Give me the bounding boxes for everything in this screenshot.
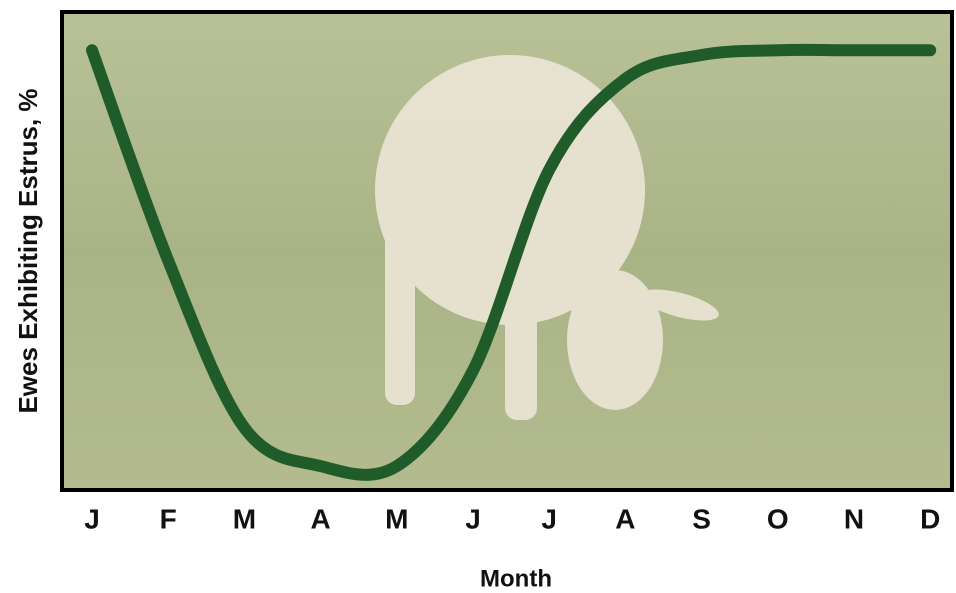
x-tick-label: J bbox=[84, 503, 100, 534]
x-tick-label: J bbox=[465, 503, 481, 534]
x-tick-label: M bbox=[385, 503, 408, 534]
x-axis-title: Month bbox=[480, 565, 552, 592]
y-axis-title: Ewes Exhibiting Estrus, % bbox=[13, 88, 43, 413]
x-tick-label: F bbox=[160, 503, 177, 534]
x-tick-label: A bbox=[615, 503, 635, 534]
x-tick-label: J bbox=[541, 503, 557, 534]
x-tick-label: D bbox=[920, 503, 940, 534]
x-tick-label: S bbox=[692, 503, 711, 534]
x-tick-label: N bbox=[844, 503, 864, 534]
x-tick-label: O bbox=[767, 503, 789, 534]
x-tick-label: M bbox=[233, 503, 256, 534]
x-tick-label: A bbox=[310, 503, 330, 534]
chart: Ewes Exhibiting Estrus, % Month J F M A M J J A… bbox=[0, 0, 956, 593]
